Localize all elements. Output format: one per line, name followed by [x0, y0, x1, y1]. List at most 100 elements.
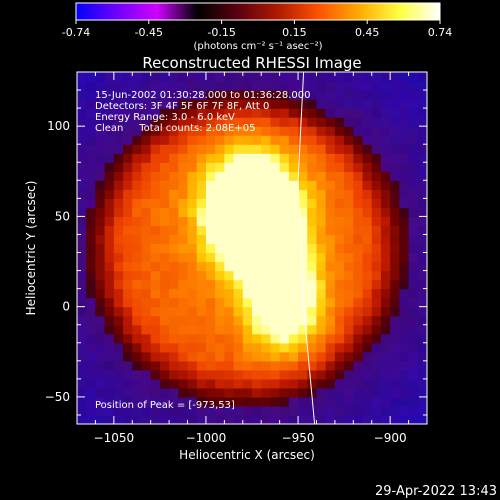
- heatmap-cell: [252, 171, 262, 181]
- heatmap-cell: [380, 81, 391, 91]
- heatmap-cell: [205, 72, 216, 82]
- heatmap-cell: [270, 279, 281, 290]
- heatmap-cell: [178, 288, 189, 299]
- heatmap-cell: [270, 387, 281, 398]
- heatmap-cell: [95, 270, 106, 281]
- heatmap-cell: [196, 396, 207, 407]
- heatmap-cell: [325, 378, 336, 389]
- heatmap-cell: [417, 189, 427, 199]
- heatmap-cell: [417, 396, 427, 407]
- heatmap-cell: [261, 225, 272, 236]
- heatmap-cell: [252, 360, 262, 371]
- heatmap-cell: [215, 99, 225, 109]
- heatmap-cell: [261, 387, 272, 398]
- heatmap-cell: [353, 144, 364, 154]
- heatmap-cell: [325, 387, 336, 398]
- heatmap-cell: [141, 414, 152, 424]
- heatmap-cell: [113, 207, 124, 218]
- heatmap-cell: [159, 90, 170, 100]
- heatmap-cell: [178, 261, 189, 272]
- heatmap-cell: [417, 135, 427, 145]
- heatmap-cell: [344, 261, 354, 272]
- heatmap-cell: [261, 117, 272, 127]
- heatmap-cell: [205, 180, 216, 190]
- heatmap-cell: [362, 234, 373, 245]
- heatmap-cell: [150, 135, 161, 145]
- heatmap-cell: [279, 189, 290, 199]
- heatmap-cell: [242, 234, 253, 245]
- heatmap-cell: [252, 342, 262, 353]
- heatmap-cell: [334, 261, 345, 272]
- heatmap-cell: [77, 99, 87, 109]
- heatmap-cell: [261, 162, 272, 172]
- heatmap-cell: [353, 99, 364, 109]
- heatmap-cell: [86, 414, 97, 424]
- heatmap-cell: [150, 126, 161, 136]
- heatmap-cell: [123, 405, 133, 416]
- heatmap-cell: [233, 342, 244, 353]
- heatmap-cell: [242, 126, 253, 136]
- heatmap-cell: [215, 306, 225, 317]
- heatmap-cell: [104, 324, 115, 335]
- heatmap-cell: [215, 378, 225, 389]
- heatmap-cell: [307, 360, 318, 371]
- heatmap-cell: [380, 216, 391, 227]
- heatmap-cell: [141, 243, 152, 254]
- heatmap-cell: [169, 99, 179, 109]
- heatmap-cell: [104, 279, 115, 290]
- heatmap-cell: [113, 243, 124, 254]
- heatmap-cell: [325, 315, 336, 326]
- heatmap-cell: [353, 252, 364, 263]
- heatmap-cell: [334, 270, 345, 281]
- heatmap-cell: [215, 396, 225, 407]
- heatmap-cell: [233, 234, 244, 245]
- heatmap-cell: [390, 144, 400, 154]
- heatmap-cell: [123, 189, 133, 199]
- heatmap-cell: [159, 333, 170, 344]
- heatmap-cell: [390, 414, 400, 424]
- heatmap-cell: [215, 342, 225, 353]
- heatmap-cell: [113, 387, 124, 398]
- heatmap-cell: [132, 153, 143, 163]
- heatmap-cell: [325, 153, 336, 163]
- heatmap-cell: [362, 135, 373, 145]
- heatmap-cell: [353, 180, 364, 190]
- heatmap-cell: [252, 252, 262, 263]
- heatmap-cell: [242, 297, 253, 308]
- heatmap-cell: [344, 162, 354, 172]
- heatmap-cell: [417, 90, 427, 100]
- heatmap-cell: [77, 270, 87, 281]
- heatmap-cell: [196, 180, 207, 190]
- heatmap-cell: [307, 261, 318, 272]
- heatmap-cell: [178, 171, 189, 181]
- heatmap-cell: [113, 261, 124, 272]
- heatmap-cell: [141, 360, 152, 371]
- heatmap-cell: [362, 324, 373, 335]
- heatmap-cell: [187, 153, 198, 163]
- heatmap-cell: [288, 405, 299, 416]
- heatmap-cell: [224, 171, 235, 181]
- heatmap-cell: [141, 342, 152, 353]
- heatmap-cell: [353, 378, 364, 389]
- heatmap-cell: [233, 99, 244, 109]
- heatmap-cell: [380, 333, 391, 344]
- heatmap-cell: [150, 297, 161, 308]
- heatmap-cell: [233, 333, 244, 344]
- heatmap-cell: [353, 342, 364, 353]
- info-block: 15-Jun-2002 01:30:28.000 to 01:36:28.000…: [95, 90, 311, 134]
- heatmap-cell: [242, 324, 253, 335]
- heatmap-cell: [307, 216, 318, 227]
- heatmap-cell: [353, 216, 364, 227]
- heatmap-cell: [399, 108, 410, 118]
- heatmap-cell: [316, 288, 327, 299]
- heatmap-cell: [187, 315, 198, 326]
- heatmap-cell: [77, 189, 87, 199]
- heatmap-cell: [215, 243, 225, 254]
- heatmap-cell: [187, 396, 198, 407]
- heatmap-cell: [141, 171, 152, 181]
- heatmap-cell: [86, 153, 97, 163]
- heatmap-cell: [298, 324, 308, 335]
- heatmap-cell: [270, 135, 281, 145]
- heatmap-cell: [261, 72, 272, 82]
- heatmap-cell: [288, 414, 299, 424]
